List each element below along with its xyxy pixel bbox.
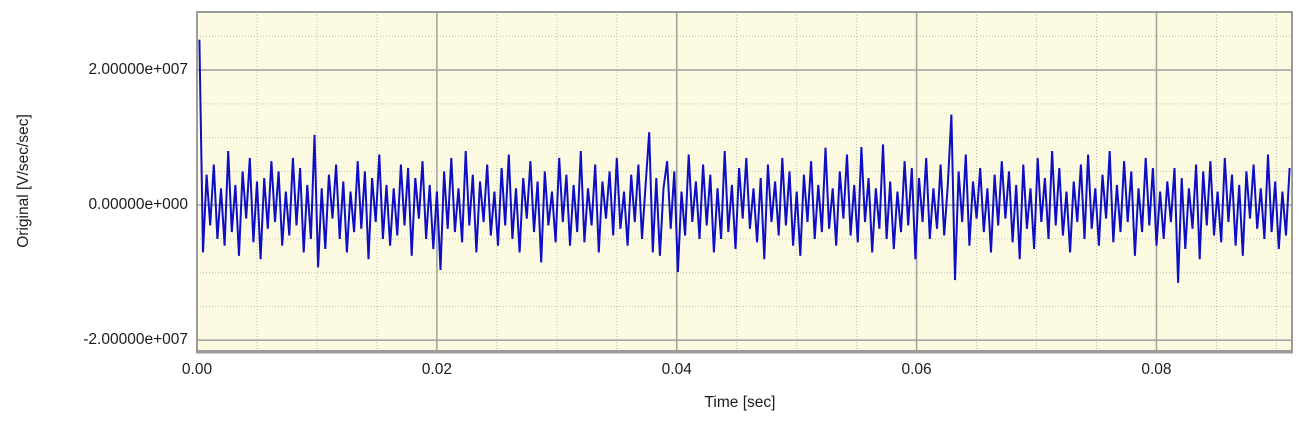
signal-waveform [198, 39, 1291, 283]
y-tick-label: -2.00000e+007 [83, 331, 188, 349]
x-tick-label: 0.08 [1141, 361, 1172, 378]
x-tick-label: 0.02 [421, 361, 452, 378]
plot-border [196, 11, 1293, 352]
x-tick-label: 0.04 [661, 361, 692, 378]
y-tick-label: 2.00000e+007 [88, 61, 188, 79]
x-axis-title: Time [sec] [704, 394, 776, 411]
x-tick-label: 0.06 [901, 361, 932, 378]
y-tick-label: 0.00000e+000 [88, 196, 188, 214]
y-axis-title: Original [V/sec/sec] [15, 114, 32, 248]
x-tick-label: 0.00 [181, 361, 213, 378]
